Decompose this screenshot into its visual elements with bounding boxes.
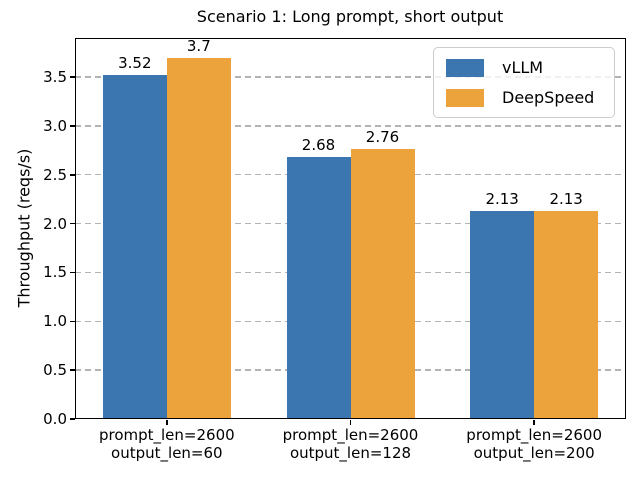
y-tick-mark xyxy=(70,320,75,323)
legend-item-deepspeed: DeepSpeed xyxy=(446,88,602,107)
bar-value-label: 2.68 xyxy=(301,136,336,155)
y-tick-label: 0.5 xyxy=(43,361,67,380)
bar-value-label: 3.7 xyxy=(186,36,211,55)
y-tick-label: 3.5 xyxy=(43,68,67,87)
legend-label: DeepSpeed xyxy=(502,88,595,107)
y-tick-mark xyxy=(70,76,75,78)
x-tick-label: prompt_len=2600 output_len=128 xyxy=(282,426,419,462)
x-tick-label: prompt_len=2600 output_len=200 xyxy=(466,426,602,462)
x-tick-mark xyxy=(533,420,535,425)
y-tick-label: 2.5 xyxy=(43,165,67,184)
x-tick-mark xyxy=(349,420,352,425)
y-tick-label: 0.0 xyxy=(43,410,67,428)
bar-vllm-0 xyxy=(102,75,167,419)
y-tick-mark xyxy=(70,418,75,420)
bar-value-label: 2.13 xyxy=(485,189,519,208)
bar-value-label: 2.13 xyxy=(549,189,583,208)
bar-value-label: 3.52 xyxy=(118,54,152,73)
y-tick-mark xyxy=(70,222,75,225)
legend-label: vLLM xyxy=(502,58,544,77)
legend-swatch-vllm xyxy=(446,58,484,77)
x-tick-label: prompt_len=2600 output_len=60 xyxy=(98,426,235,462)
y-tick-label: 2.0 xyxy=(43,214,67,233)
y-tick-label: 1.0 xyxy=(43,312,67,331)
y-tick-label: 1.5 xyxy=(43,263,67,282)
bar-vllm-2 xyxy=(470,210,535,419)
legend: vLLM DeepSpeed xyxy=(433,47,615,118)
legend-item-vllm: vLLM xyxy=(446,58,602,77)
y-tick-label: 3.0 xyxy=(43,116,67,135)
gridline xyxy=(75,76,626,78)
gridline xyxy=(75,125,626,127)
bar-deepspeed-1 xyxy=(350,149,415,419)
x-tick-mark xyxy=(166,420,168,425)
y-tick-mark xyxy=(70,174,75,176)
y-tick-mark xyxy=(70,125,75,127)
legend-swatch-deepspeed xyxy=(446,88,484,107)
bar-value-label: 2.76 xyxy=(365,128,400,147)
bar-deepspeed-0 xyxy=(166,57,231,419)
chart-title: Scenario 1: Long prompt, short output xyxy=(196,7,504,26)
bar-deepspeed-2 xyxy=(534,210,599,419)
y-tick-mark xyxy=(70,369,75,371)
bar-vllm-1 xyxy=(286,157,351,419)
y-tick-mark xyxy=(70,271,75,274)
